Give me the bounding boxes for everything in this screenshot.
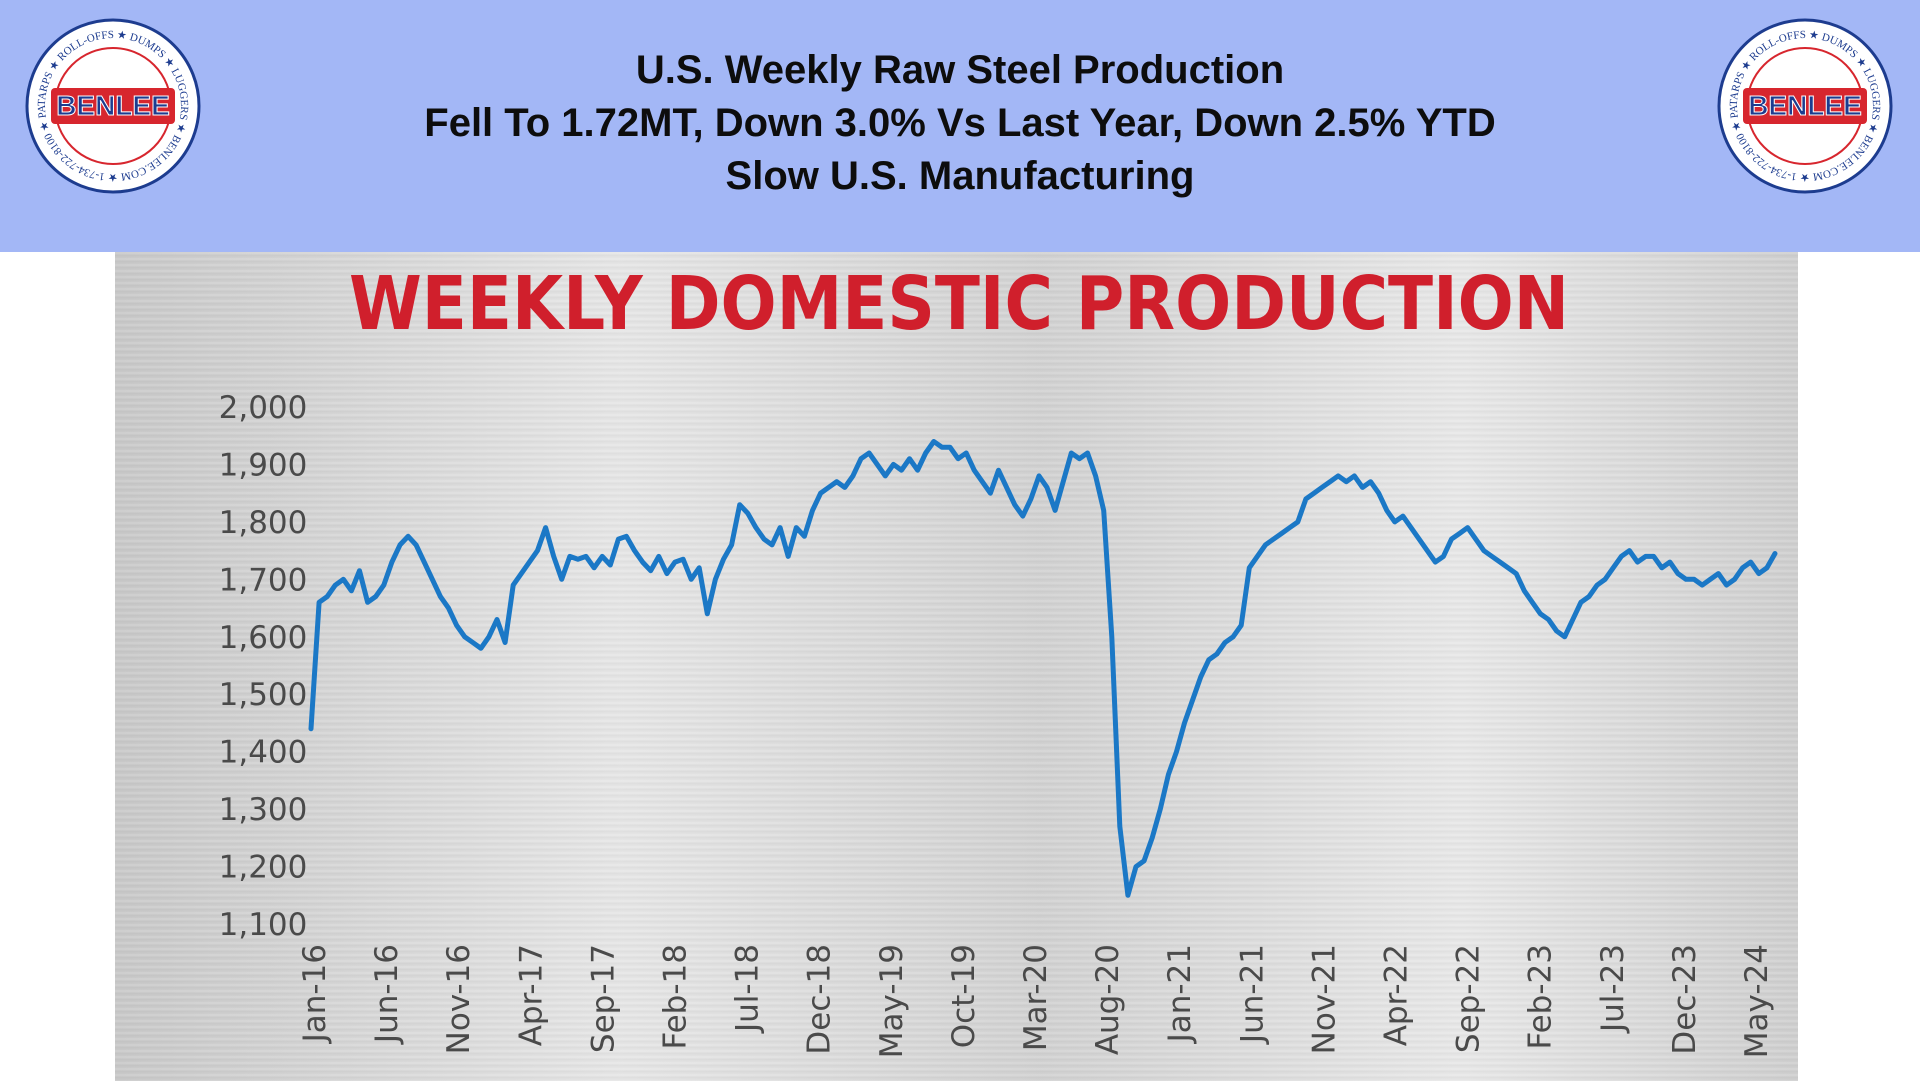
y-tick-label: 1,700	[219, 562, 308, 598]
x-tick-label: Sep-17	[585, 944, 621, 1053]
x-tick-label: Jan-16	[297, 944, 333, 1044]
chart-panel: WEEKLY DOMESTIC PRODUCTION 2,000 1,900 1,8…	[115, 252, 1798, 1081]
x-tick-label: Jun-21	[1234, 944, 1270, 1045]
x-tick-label: Oct-19	[946, 944, 982, 1048]
benlee-logo-right: TARPS ★ ROLL-OFFS ★ DUMPS ★ LUGGERS ★ BE…	[1717, 18, 1893, 194]
chart-title: WEEKLY DOMESTIC PRODUCTION	[349, 261, 1569, 347]
logo-brand-text: BENLEE	[1748, 90, 1862, 121]
y-axis: 2,000 1,900 1,800 1,700 1,600 1,500 1,400 1,300…	[219, 390, 308, 943]
x-tick-label: Apr-22	[1379, 944, 1415, 1046]
x-tick-label: Dec-23	[1667, 944, 1703, 1055]
x-tick-label: Jan-21	[1162, 944, 1198, 1044]
x-tick-label: Feb-23	[1523, 944, 1559, 1050]
x-tick-label: Mar-20	[1018, 944, 1054, 1051]
series-line-production	[308, 439, 1778, 898]
headline-line-2: Fell To 1.72MT, Down 3.0% Vs Last Year, …	[424, 101, 1496, 145]
benlee-logo-left: TARPS ★ ROLL-OFFS ★ DUMPS ★ LUGGERS ★ BE…	[25, 18, 201, 194]
header-headline: U.S. Weekly Raw Steel Production Fell To…	[230, 44, 1690, 203]
headline-line-1: U.S. Weekly Raw Steel Production	[635, 48, 1285, 92]
y-tick-label: 1,200	[219, 850, 308, 886]
x-tick-label: Nov-21	[1306, 944, 1342, 1054]
x-tick-label: Feb-18	[658, 944, 694, 1050]
x-tick-label: Jun-16	[369, 944, 405, 1045]
y-tick-label: 1,600	[219, 620, 308, 656]
y-tick-label: 1,300	[219, 792, 308, 828]
logo-brand-text: BENLEE	[56, 90, 170, 121]
header-banner: U.S. Weekly Raw Steel Production Fell To…	[0, 0, 1920, 252]
y-tick-label: 2,000	[219, 390, 308, 426]
x-tick-label: May-19	[874, 944, 910, 1058]
y-tick-label: 1,500	[219, 677, 308, 713]
x-tick-label: Sep-22	[1451, 944, 1487, 1053]
x-tick-label: Jul-23	[1595, 944, 1631, 1034]
y-tick-label: 1,100	[219, 907, 308, 943]
x-tick-label: Jul-18	[730, 944, 766, 1034]
headline-line-3: Slow U.S. Manufacturing	[725, 154, 1195, 198]
y-tick-label: 1,400	[219, 735, 308, 771]
y-tick-label: 1,900	[219, 447, 308, 483]
x-tick-label: May-24	[1739, 944, 1775, 1058]
y-tick-label: 1,800	[219, 505, 308, 541]
x-axis: Jan-16 Jun-16 Nov-16 Apr-17 Sep-17 Feb-18 Jul-…	[297, 944, 1775, 1058]
x-tick-label: Aug-20	[1090, 944, 1126, 1055]
x-tick-label: Dec-18	[802, 944, 838, 1055]
x-tick-label: Apr-17	[513, 944, 549, 1046]
line-chart: WEEKLY DOMESTIC PRODUCTION 2,000 1,900 1,8…	[219, 261, 1778, 1058]
x-tick-label: Nov-16	[441, 944, 477, 1054]
